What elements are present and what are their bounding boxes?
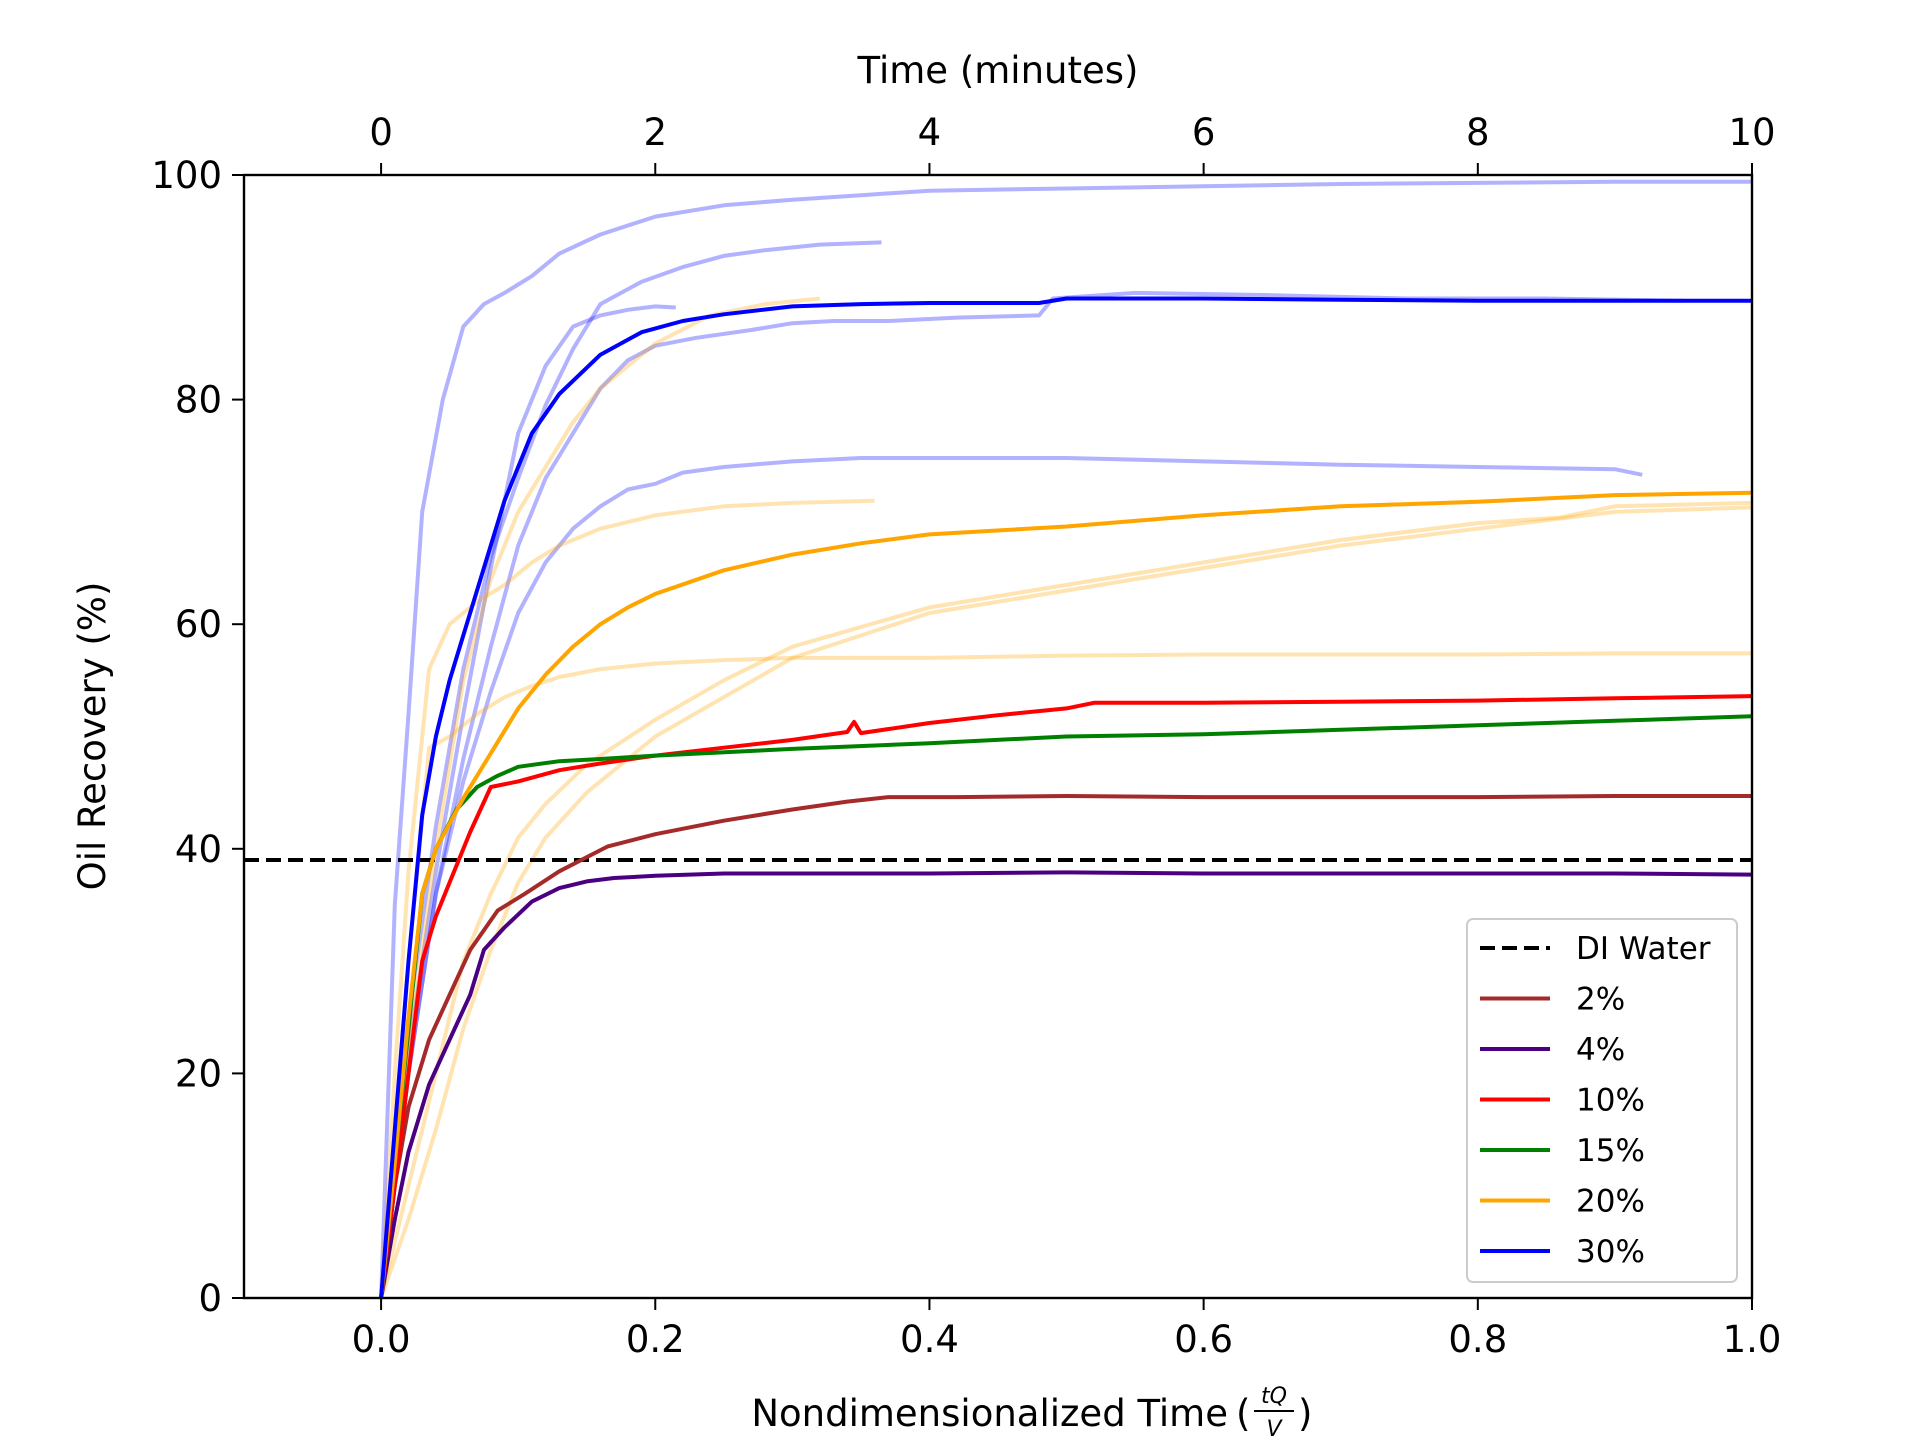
x-tick-label: 0.8 <box>1448 1318 1507 1361</box>
x-axis-label-close-paren: ) <box>1298 1392 1312 1435</box>
secondary-x-tick-label: 4 <box>918 111 942 154</box>
replicate-line-30pct-2 <box>379 240 882 1298</box>
x-axis-label: Nondimensionalized Time ( tQ V ) <box>751 1384 1312 1440</box>
secondary-x-tick-label: 6 <box>1192 111 1216 154</box>
y-axis-label: Oil Recovery (%) <box>71 582 114 891</box>
series-line-4pct <box>379 870 1752 1298</box>
left-axis: 0 20 40 60 80 100 <box>151 154 244 1320</box>
y-tick-label: 40 <box>175 828 222 871</box>
legend-entries: DI Water 2% 4% 10% 15% 20% 30% <box>1480 931 1711 1270</box>
series-line-20pct <box>379 490 1752 1298</box>
legend-label-20pct: 20% <box>1576 1184 1645 1220</box>
legend-label-2pct: 2% <box>1576 982 1625 1018</box>
replicate-line-30pct-4 <box>379 290 1684 1298</box>
legend-label-4pct: 4% <box>1576 1032 1625 1068</box>
legend: DI Water 2% 4% 10% 15% 20% 30% <box>1466 918 1738 1283</box>
x-axis-label-text: Nondimensionalized Time <box>751 1392 1228 1435</box>
y-tick-label: 100 <box>151 154 222 197</box>
x-axis-label-denominator: V <box>1266 1417 1283 1440</box>
series-line-10pct <box>379 694 1752 1298</box>
series-line-30pct <box>379 296 1752 1298</box>
replicate-line-20pct-10 <box>379 505 1752 1298</box>
y-tick-label: 60 <box>175 603 222 646</box>
legend-label-10pct: 10% <box>1576 1083 1645 1119</box>
replicate-line-20pct-6 <box>379 498 875 1298</box>
plot-series <box>244 179 1752 1298</box>
top-axis: 0 2 4 6 8 10 <box>369 111 1776 175</box>
series-line-2pct <box>379 794 1752 1298</box>
bottom-axis: 0.0 0.2 0.4 0.6 0.8 1.0 <box>352 1298 1782 1361</box>
y-tick-label: 80 <box>175 379 222 422</box>
replicate-line-30pct-1 <box>379 179 1752 1298</box>
x-tick-label: 0.0 <box>352 1318 411 1361</box>
x-tick-label: 0.2 <box>626 1318 685 1361</box>
legend-box <box>1466 918 1738 1283</box>
x-axis-label-open-paren: ( <box>1236 1392 1250 1435</box>
legend-label-30pct: 30% <box>1576 1234 1645 1270</box>
x-tick-label: 1.0 <box>1723 1318 1782 1361</box>
secondary-x-tick-label: 8 <box>1466 111 1490 154</box>
legend-label-di-water: DI Water <box>1576 931 1711 967</box>
replicate-line-30pct-3 <box>379 304 676 1298</box>
y-tick-label: 0 <box>198 1277 222 1320</box>
x-tick-label: 0.4 <box>900 1318 959 1361</box>
x-tick-label: 0.6 <box>1174 1318 1233 1361</box>
replicate-line-30pct-5 <box>379 456 1643 1298</box>
legend-label-15pct: 15% <box>1576 1133 1645 1169</box>
secondary-x-tick-label: 0 <box>369 111 393 154</box>
secondary-x-tick-label: 2 <box>643 111 667 154</box>
secondary-x-tick-label: 10 <box>1728 111 1775 154</box>
x-axis-label-numerator: tQ <box>1261 1384 1287 1409</box>
secondary-x-axis-label: Time (minutes) <box>857 49 1139 92</box>
y-tick-label: 20 <box>175 1052 222 1095</box>
plot-frame <box>242 173 1754 1300</box>
